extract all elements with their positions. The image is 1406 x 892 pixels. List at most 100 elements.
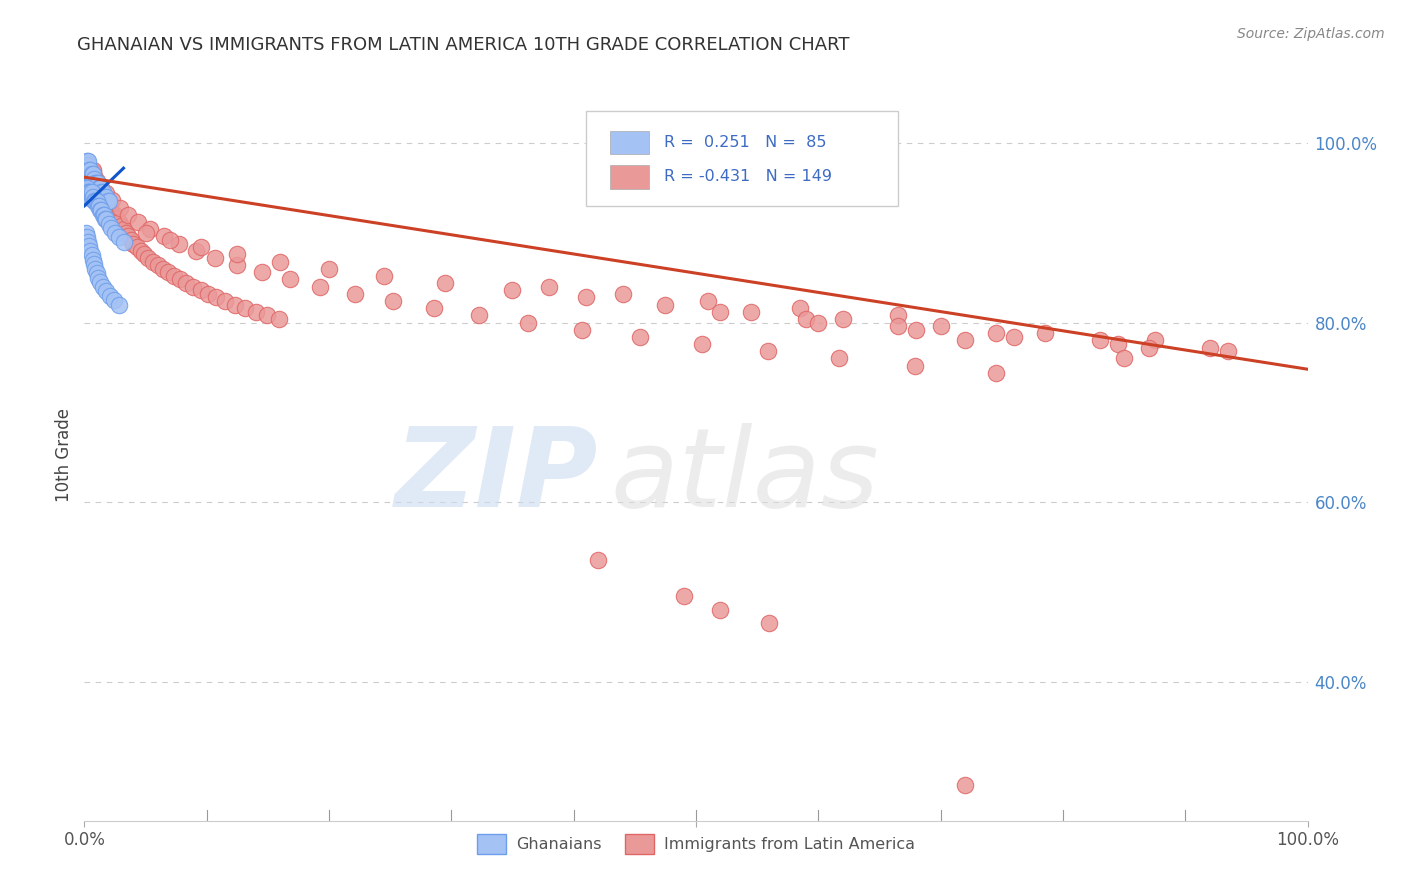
Point: [80, 168, 103, 182]
Point: [98, 202, 121, 217]
Point: [77, 163, 100, 178]
Point: [107, 230, 129, 244]
Point: [90, 186, 112, 200]
Point: [1137, 341, 1160, 355]
Point: [97, 199, 120, 213]
Point: [79, 170, 101, 185]
Point: [77, 168, 100, 182]
Point: [250, 265, 273, 279]
Point: [136, 251, 159, 265]
Point: [77, 168, 100, 182]
Point: [139, 222, 162, 236]
Point: [84, 177, 107, 191]
Point: [75, 168, 97, 182]
Point: [89, 186, 111, 201]
Point: [86, 177, 108, 191]
Text: ZIP: ZIP: [395, 424, 598, 531]
Point: [87, 177, 110, 191]
Point: [112, 235, 135, 249]
Point: [318, 261, 340, 276]
Point: [190, 240, 212, 254]
Point: [80, 186, 103, 200]
Point: [97, 194, 120, 209]
Point: [100, 221, 122, 235]
Point: [740, 305, 762, 319]
Point: [87, 199, 110, 213]
Point: [82, 252, 104, 267]
Point: [135, 226, 157, 240]
Point: [167, 236, 190, 251]
Point: [87, 180, 110, 194]
Point: [80, 168, 103, 182]
Point: [86, 174, 108, 188]
Point: [79, 168, 101, 182]
Point: [984, 326, 1007, 341]
Point: [89, 275, 111, 289]
Point: [89, 203, 111, 218]
Point: [697, 293, 720, 308]
Point: [758, 616, 780, 631]
Point: [77, 168, 100, 182]
Point: [153, 229, 176, 244]
Point: [82, 190, 104, 204]
Point: [89, 181, 111, 195]
Text: R =  0.251   N =  85: R = 0.251 N = 85: [664, 135, 827, 150]
Point: [83, 176, 105, 190]
Point: [94, 212, 117, 227]
Point: [77, 239, 100, 253]
Point: [146, 258, 169, 272]
Point: [75, 226, 97, 240]
Point: [1198, 341, 1220, 355]
Point: [87, 199, 110, 213]
Point: [127, 215, 149, 229]
Y-axis label: 10th Grade: 10th Grade: [55, 408, 73, 502]
Point: [117, 208, 139, 222]
Point: [101, 210, 124, 224]
Point: [929, 319, 952, 334]
Point: [807, 316, 830, 330]
Point: [76, 163, 98, 178]
Point: [107, 297, 129, 311]
Point: [79, 172, 101, 186]
Point: [80, 190, 103, 204]
Point: [117, 229, 139, 244]
Point: [76, 163, 98, 178]
Point: [77, 165, 100, 179]
Point: [104, 208, 127, 222]
Point: [86, 181, 108, 195]
Point: [77, 177, 100, 191]
Point: [79, 186, 101, 200]
Point: [96, 186, 118, 201]
Point: [112, 222, 135, 236]
Point: [77, 159, 100, 173]
Point: [1143, 334, 1166, 348]
Point: [77, 190, 100, 204]
Point: [82, 172, 104, 186]
Point: [1107, 337, 1129, 351]
FancyBboxPatch shape: [610, 165, 650, 189]
Point: [77, 163, 100, 178]
Point: [115, 226, 138, 240]
Point: [224, 297, 246, 311]
Point: [373, 268, 395, 283]
Point: [101, 194, 124, 208]
Point: [77, 172, 100, 186]
Point: [77, 186, 100, 200]
Point: [434, 276, 457, 290]
Text: GHANAIAN VS IMMIGRANTS FROM LATIN AMERICA 10TH GRADE CORRELATION CHART: GHANAIAN VS IMMIGRANTS FROM LATIN AMERIC…: [77, 36, 849, 54]
Point: [91, 186, 114, 200]
Point: [76, 181, 98, 195]
Point: [163, 268, 186, 283]
Point: [87, 181, 110, 195]
Point: [654, 297, 676, 311]
Legend: Ghanaians, Immigrants from Latin America: Ghanaians, Immigrants from Latin America: [471, 828, 921, 860]
Point: [267, 312, 290, 326]
Point: [122, 236, 145, 251]
Point: [1088, 334, 1111, 348]
Point: [794, 312, 817, 326]
Point: [134, 247, 156, 261]
Point: [93, 208, 115, 222]
Point: [905, 323, 928, 337]
Point: [152, 261, 174, 276]
Point: [628, 330, 651, 344]
